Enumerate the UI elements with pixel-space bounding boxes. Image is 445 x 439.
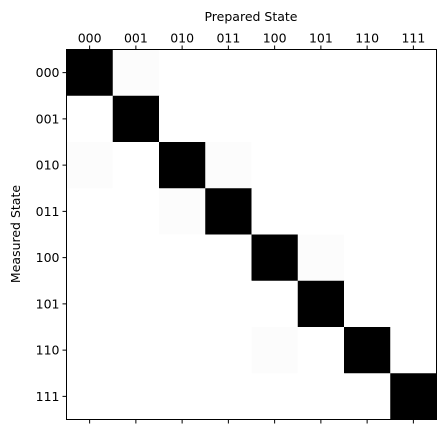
heatmap-cell — [66, 49, 114, 97]
x-tick-label: 001 — [124, 31, 148, 46]
heatmap-cell — [205, 373, 252, 420]
heatmap-cell — [251, 234, 299, 282]
heatmap-cell — [205, 280, 252, 328]
heatmap-cell — [251, 280, 299, 328]
y-tick-label: 110 — [36, 343, 60, 358]
heatmap-cell — [251, 373, 299, 420]
heatmap-cell — [112, 373, 160, 420]
heatmap-cell — [344, 49, 391, 97]
heatmap-cell — [205, 142, 252, 189]
heatmap-cell — [205, 234, 252, 282]
heatmap-cell — [251, 327, 299, 374]
heatmap-cell — [344, 142, 391, 189]
heatmap-cell — [66, 142, 114, 189]
heatmap-cell — [159, 280, 206, 328]
heatmap-cell — [205, 327, 252, 374]
heatmap-cell — [344, 280, 391, 328]
x-axis-label: Prepared State — [204, 9, 297, 24]
heatmap-cell — [112, 188, 160, 235]
x-ticks-top: 000 001 010 011 100 101 110 111 — [78, 31, 425, 50]
heatmap-cell — [112, 234, 160, 282]
heatmap-cell — [297, 142, 345, 189]
heatmap-cell — [390, 95, 437, 143]
heatmap-cell — [112, 280, 160, 328]
heatmap-cell — [251, 95, 299, 143]
heatmap-cell — [390, 188, 437, 235]
heatmap-cell — [297, 327, 345, 374]
heatmap-cell — [297, 49, 345, 97]
heatmap-cell — [159, 373, 206, 420]
heatmap-cell — [159, 49, 206, 97]
heatmap-cell — [390, 373, 437, 420]
heatmap-cell — [297, 373, 345, 420]
heatmap-cell — [66, 327, 114, 374]
heatmap-cell — [297, 95, 345, 143]
heatmap-cell — [205, 49, 252, 97]
heatmap-cell — [205, 95, 252, 143]
heatmap-cell — [251, 188, 299, 235]
y-tick-label: 101 — [36, 296, 60, 311]
heatmap-cell — [251, 49, 299, 97]
y-tick-label: 010 — [36, 158, 60, 173]
heatmap-cell — [112, 95, 160, 143]
plot-frame — [66, 49, 437, 420]
x-tick-label: 010 — [170, 31, 194, 46]
y-axis-label: Measured State — [8, 185, 23, 283]
heatmap-cell — [112, 49, 160, 97]
heatmap-cell — [205, 188, 252, 235]
heatmap-cell — [66, 280, 114, 328]
x-tick-label: 100 — [263, 31, 287, 46]
x-tick-label: 101 — [309, 31, 333, 46]
heatmap-cell — [390, 280, 437, 328]
heatmap-cell — [344, 234, 391, 282]
heatmap-cell — [344, 188, 391, 235]
x-tick-label: 110 — [355, 31, 379, 46]
y-tick-label: 001 — [36, 111, 60, 126]
heatmap-cell — [66, 234, 114, 282]
heatmap-cell — [66, 95, 114, 143]
heatmap-cell — [297, 188, 345, 235]
heatmap-cell — [159, 188, 206, 235]
heatmap-cell — [112, 142, 160, 189]
heatmap-cell — [390, 234, 437, 282]
x-tick-label: 000 — [78, 31, 102, 46]
heatmap-cell — [344, 327, 391, 374]
y-tick-label: 100 — [36, 250, 60, 265]
heatmap-cell — [390, 142, 437, 189]
heatmap-cell — [251, 142, 299, 189]
heatmap-cell — [390, 49, 437, 97]
y-ticks-left: 000 001 010 011 100 101 110 111 — [36, 65, 67, 404]
heatmap-cell — [159, 142, 206, 189]
x-tick-label: 111 — [401, 31, 425, 46]
heatmap-cell — [344, 373, 391, 420]
heatmap-cell — [297, 234, 345, 282]
heatmap-cell — [66, 373, 114, 420]
heatmap-cell — [159, 234, 206, 282]
heatmap-cell — [159, 327, 206, 374]
heatmap-cells — [66, 49, 437, 420]
x-tick-label: 011 — [216, 31, 240, 46]
x-ticks-bottom — [89, 419, 414, 424]
y-tick-label: 000 — [36, 65, 60, 80]
y-tick-label: 111 — [36, 389, 60, 404]
heatmap-cell — [159, 95, 206, 143]
heatmap-cell — [390, 327, 437, 374]
heatmap-cell — [66, 188, 114, 235]
heatmap-cell — [112, 327, 160, 374]
heatmap-cell — [344, 95, 391, 143]
y-tick-label: 011 — [36, 204, 60, 219]
heatmap-cell — [297, 280, 345, 328]
